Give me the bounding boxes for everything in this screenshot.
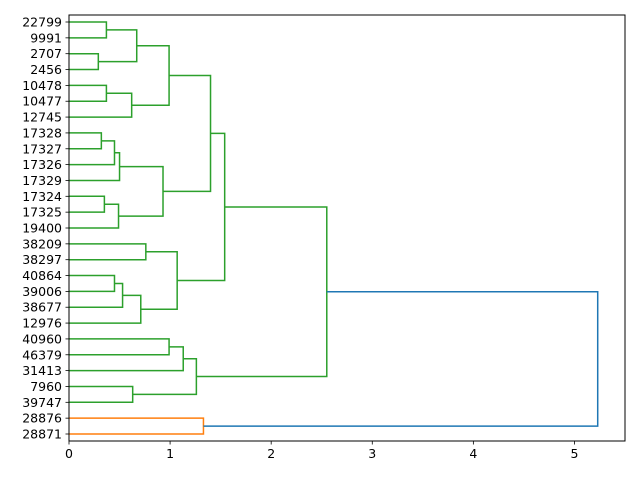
leaf-label: 40864 [22, 268, 62, 283]
leaf-label: 10478 [22, 78, 62, 93]
links-layer [69, 21, 599, 435]
leaf-label: 12976 [22, 316, 62, 331]
leaf-label: 31413 [22, 363, 62, 378]
leaf-labels: 2279999912707245610478104771274517328173… [22, 15, 69, 442]
x-tick-label: 2 [267, 446, 275, 461]
leaf-label: 9991 [30, 30, 62, 45]
leaf-label: 17326 [22, 157, 62, 172]
x-tick-label: 0 [65, 446, 73, 461]
leaf-label: 7960 [30, 379, 62, 394]
leaf-label: 38297 [22, 252, 62, 267]
leaf-label: 17327 [22, 141, 62, 156]
leaf-label: 19400 [22, 221, 62, 236]
leaf-label: 10477 [22, 94, 62, 109]
x-tick-label: 3 [368, 446, 376, 461]
leaf-label: 22799 [22, 15, 62, 30]
plot-frame [68, 14, 626, 442]
leaf-label: 38209 [22, 236, 62, 251]
leaf-label: 17324 [22, 189, 62, 204]
leaf-label: 28871 [22, 427, 62, 442]
leaf-label: 17328 [22, 125, 62, 140]
x-tick-label: 5 [570, 446, 578, 461]
leaf-label: 28876 [22, 411, 62, 426]
leaf-label: 2707 [30, 46, 62, 61]
leaf-label: 40960 [22, 331, 62, 346]
dendrogram-link-25 [203, 291, 599, 427]
leaf-label: 2456 [30, 62, 62, 77]
leaf-label: 46379 [22, 347, 62, 362]
leaf-label: 39006 [22, 284, 62, 299]
leaf-label: 38677 [22, 300, 62, 315]
x-tick-label: 1 [166, 446, 174, 461]
leaf-label: 39747 [22, 395, 62, 410]
x-tick-label: 4 [469, 446, 477, 461]
leaf-label: 17325 [22, 205, 62, 220]
leaf-label: 12745 [22, 110, 62, 125]
x-axis: 0 1 2 3 4 5 [65, 441, 578, 461]
plot-area [69, 15, 625, 441]
leaf-label: 17329 [22, 173, 62, 188]
